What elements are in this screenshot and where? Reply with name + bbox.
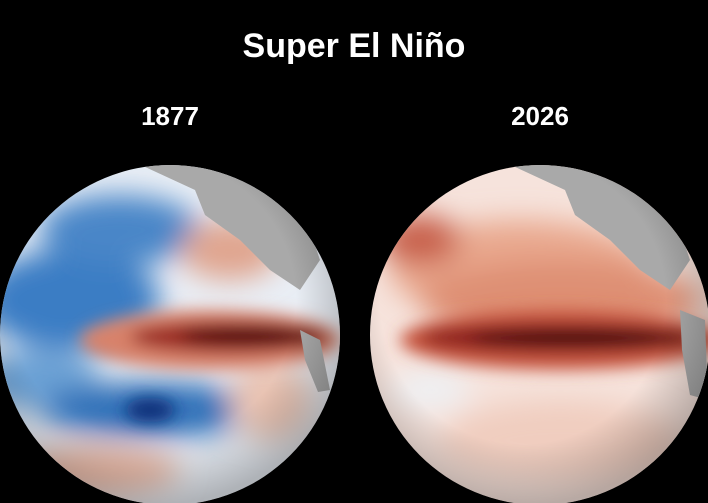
panel-label: 2026 — [511, 101, 569, 131]
globe-2026 — [370, 165, 708, 503]
globe-1877 — [0, 165, 340, 503]
panel-label: 1877 — [141, 101, 199, 131]
title: Super El Niño — [243, 27, 466, 65]
